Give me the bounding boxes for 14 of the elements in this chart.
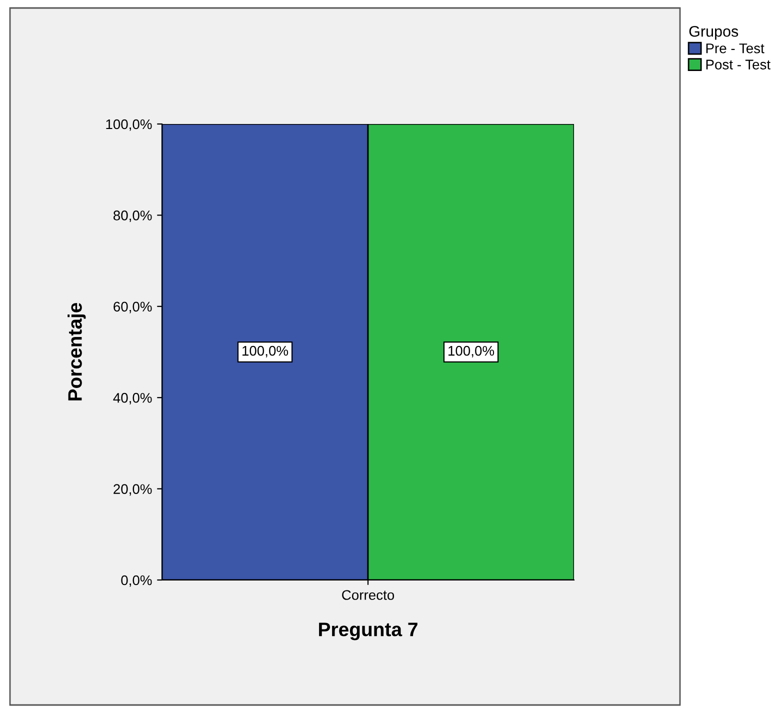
x-axis-title: Pregunta 7 [319,622,418,640]
y-axis-title: Porcentaje [68,302,86,400]
y-tick-label: 20,0% [114,484,152,496]
legend-label: Post - Test [706,60,770,70]
y-tick-label: 0,0% [121,575,152,587]
x-tick-label: Correcto [342,590,394,600]
y-tick-label: 40,0% [113,392,152,404]
data-label: 100,0% [448,346,494,358]
y-tick-label: 100,0% [106,119,152,131]
y-tick-label: 60,0% [114,302,152,314]
legend-label: Pre - Test [706,44,764,54]
y-tick-label: 80,0% [114,210,152,222]
legend-title: Grupos [689,26,738,40]
data-label: 100,0% [242,346,288,358]
